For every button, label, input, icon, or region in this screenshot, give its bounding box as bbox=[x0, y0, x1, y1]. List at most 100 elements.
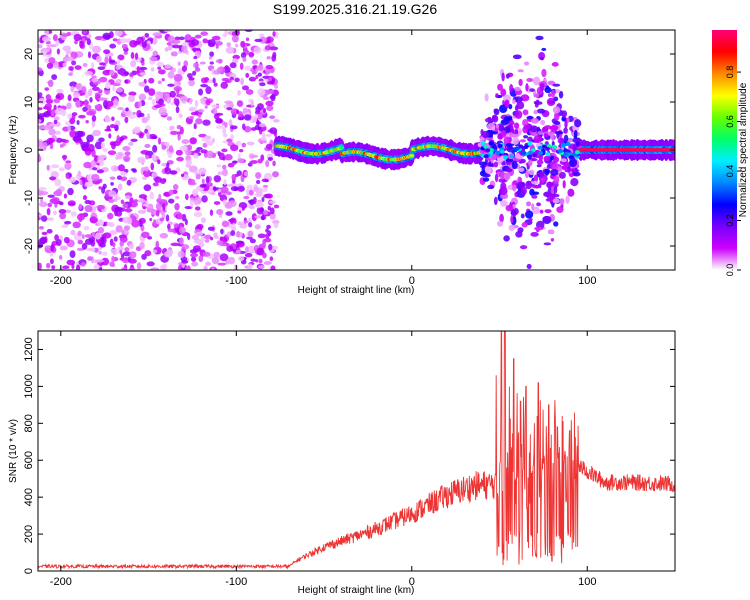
spectrogram-burst-cell bbox=[491, 115, 499, 123]
spectrogram-noise-cell bbox=[84, 205, 93, 213]
spectrogram-noise-cell bbox=[68, 66, 74, 71]
spectrogram-noise-cell bbox=[251, 59, 259, 65]
spectrogram-noise-cell bbox=[39, 201, 48, 208]
spectrogram-burst-cell bbox=[530, 231, 539, 237]
spectrogram-noise-cell bbox=[82, 195, 88, 201]
spectrogram-noise-cell bbox=[228, 218, 235, 223]
spectrogram-noise-cell bbox=[231, 173, 237, 181]
spectrogram-noise-cell bbox=[245, 37, 250, 42]
spectrogram-noise-cell bbox=[265, 160, 270, 168]
spectrogram-burst-cell bbox=[517, 69, 524, 73]
spectrogram-burst-cell bbox=[553, 120, 561, 125]
spectrogram-noise-cell bbox=[198, 133, 207, 138]
spectrogram-burst-core bbox=[483, 154, 489, 159]
spectrogram-noise-cell bbox=[150, 267, 160, 270]
spectrogram-noise-cell bbox=[52, 34, 58, 42]
spectrogram-noise-cell bbox=[112, 38, 118, 42]
spectrogram-noise-cell bbox=[146, 113, 151, 121]
spectrogram-noise-cell bbox=[205, 86, 212, 95]
spectrogram-noise-cell bbox=[124, 116, 129, 124]
spectrogram-noise-cell bbox=[224, 79, 232, 83]
spectrogram-noise-cell bbox=[265, 100, 274, 107]
spectrogram-noise-cell bbox=[257, 88, 266, 97]
spectrogram-noise-cell bbox=[76, 213, 86, 221]
spectrogram-noise-cell bbox=[49, 258, 54, 265]
spectrogram-burst-cell bbox=[503, 172, 511, 181]
spectrogram-burst-cell bbox=[533, 174, 539, 183]
spectrogram-noise-cell bbox=[98, 250, 102, 255]
spectrogram-noise-cell bbox=[107, 212, 114, 220]
spectrogram-noise-cell bbox=[65, 160, 72, 164]
spectrogram-noise-cell bbox=[189, 116, 194, 120]
spectrogram-noise-cell bbox=[98, 186, 102, 190]
spectrogram-noise-cell bbox=[87, 256, 93, 261]
spectrogram-noise-cell bbox=[112, 85, 116, 92]
spectrogram-burst-cell bbox=[497, 220, 503, 227]
spectrogram-noise-cell bbox=[38, 125, 44, 130]
spectrogram-burst-cell bbox=[527, 159, 533, 167]
spectrogram-noise-cell bbox=[242, 107, 248, 115]
spectrogram-noise-cell bbox=[227, 183, 234, 187]
spectrogram-noise-cell bbox=[134, 52, 139, 60]
spectrogram-burst-cell bbox=[495, 93, 499, 98]
snr-x-label: Height of straight line (km) bbox=[298, 585, 415, 596]
spectrogram-burst-cell bbox=[525, 210, 534, 219]
spectrogram-burst-core bbox=[497, 143, 503, 148]
colorbar-tick-label: 0.6 bbox=[725, 115, 735, 128]
spectrogram-noise-cell bbox=[141, 41, 147, 48]
spectrogram-noise-cell bbox=[212, 107, 218, 115]
spectrogram-y-label: Frequency (Hz) bbox=[8, 116, 19, 185]
spectrogram-noise-cell bbox=[132, 168, 137, 173]
spectrogram-noise-cell bbox=[164, 64, 172, 69]
spectrogram-burst-cell bbox=[530, 117, 539, 124]
spectrogram-noise-cell bbox=[255, 188, 263, 196]
spectrogram-noise-cell bbox=[51, 197, 60, 204]
spectrogram-noise-cell bbox=[257, 72, 262, 77]
colorbar-tick-label: 0.2 bbox=[725, 214, 735, 227]
spectrogram-noise-cell bbox=[185, 150, 192, 156]
spectrogram-noise-cell bbox=[65, 56, 74, 62]
spectrogram-noise-cell bbox=[53, 119, 58, 124]
spectrogram-noise-cell bbox=[196, 223, 204, 230]
spectrogram-noise-cell bbox=[91, 78, 99, 83]
spectrogram-burst-cell bbox=[536, 126, 541, 132]
spectrogram-burst-cell bbox=[542, 215, 552, 223]
spectrogram-noise-cell bbox=[175, 195, 180, 200]
spectrogram-noise-cell bbox=[272, 160, 276, 167]
spectrogram-noise-cell bbox=[142, 205, 146, 210]
spectrogram-noise-cell bbox=[63, 139, 69, 144]
spectrogram-noise-cell bbox=[224, 65, 230, 71]
spectrogram-noise-cell bbox=[249, 160, 258, 164]
spectrogram-noise-cell bbox=[193, 123, 197, 130]
spectrogram-noise-cell bbox=[227, 200, 237, 208]
spectrogram-noise-cell bbox=[111, 142, 116, 150]
spectrogram-noise-cell bbox=[219, 253, 229, 262]
spectrogram-noise-cell bbox=[64, 220, 72, 225]
spectrogram-noise-cell bbox=[259, 207, 265, 213]
spectrogram-noise-cell bbox=[149, 56, 158, 62]
spectrogram-noise-cell bbox=[149, 47, 154, 52]
spectrogram-noise-cell bbox=[141, 176, 148, 180]
spectrogram-burst-cell bbox=[498, 178, 507, 183]
spectrogram-noise-cell bbox=[246, 188, 250, 197]
snr-y-tick-label: 0 bbox=[23, 568, 35, 574]
spectrogram-x-label: Height of straight line (km) bbox=[298, 285, 415, 296]
spectrogram-noise-cell bbox=[41, 36, 51, 42]
spectrogram-noise-cell bbox=[153, 104, 162, 109]
spectrogram-noise-cell bbox=[255, 74, 259, 80]
spectrogram-noise-cell bbox=[172, 184, 179, 191]
spectrogram-noise-cell bbox=[222, 183, 228, 187]
spectrogram-noise-cell bbox=[181, 45, 188, 54]
spectrogram-noise-cell bbox=[138, 133, 144, 139]
spectrogram-noise-cell bbox=[230, 134, 234, 140]
spectrogram-noise-cell bbox=[198, 167, 207, 175]
spectrogram-noise-cell bbox=[49, 123, 58, 127]
spectrogram-noise-cell bbox=[194, 34, 202, 39]
spectrogram-noise-cell bbox=[56, 88, 64, 94]
spectrogram-noise-cell bbox=[242, 56, 247, 62]
spectrogram-noise-cell bbox=[74, 65, 82, 71]
colorbar-tick-label: 0.0 bbox=[725, 264, 735, 277]
spectrogram-noise-cell bbox=[112, 242, 116, 247]
spectrogram-noise-cell bbox=[117, 246, 124, 251]
spectrogram-noise-cell bbox=[207, 226, 215, 231]
